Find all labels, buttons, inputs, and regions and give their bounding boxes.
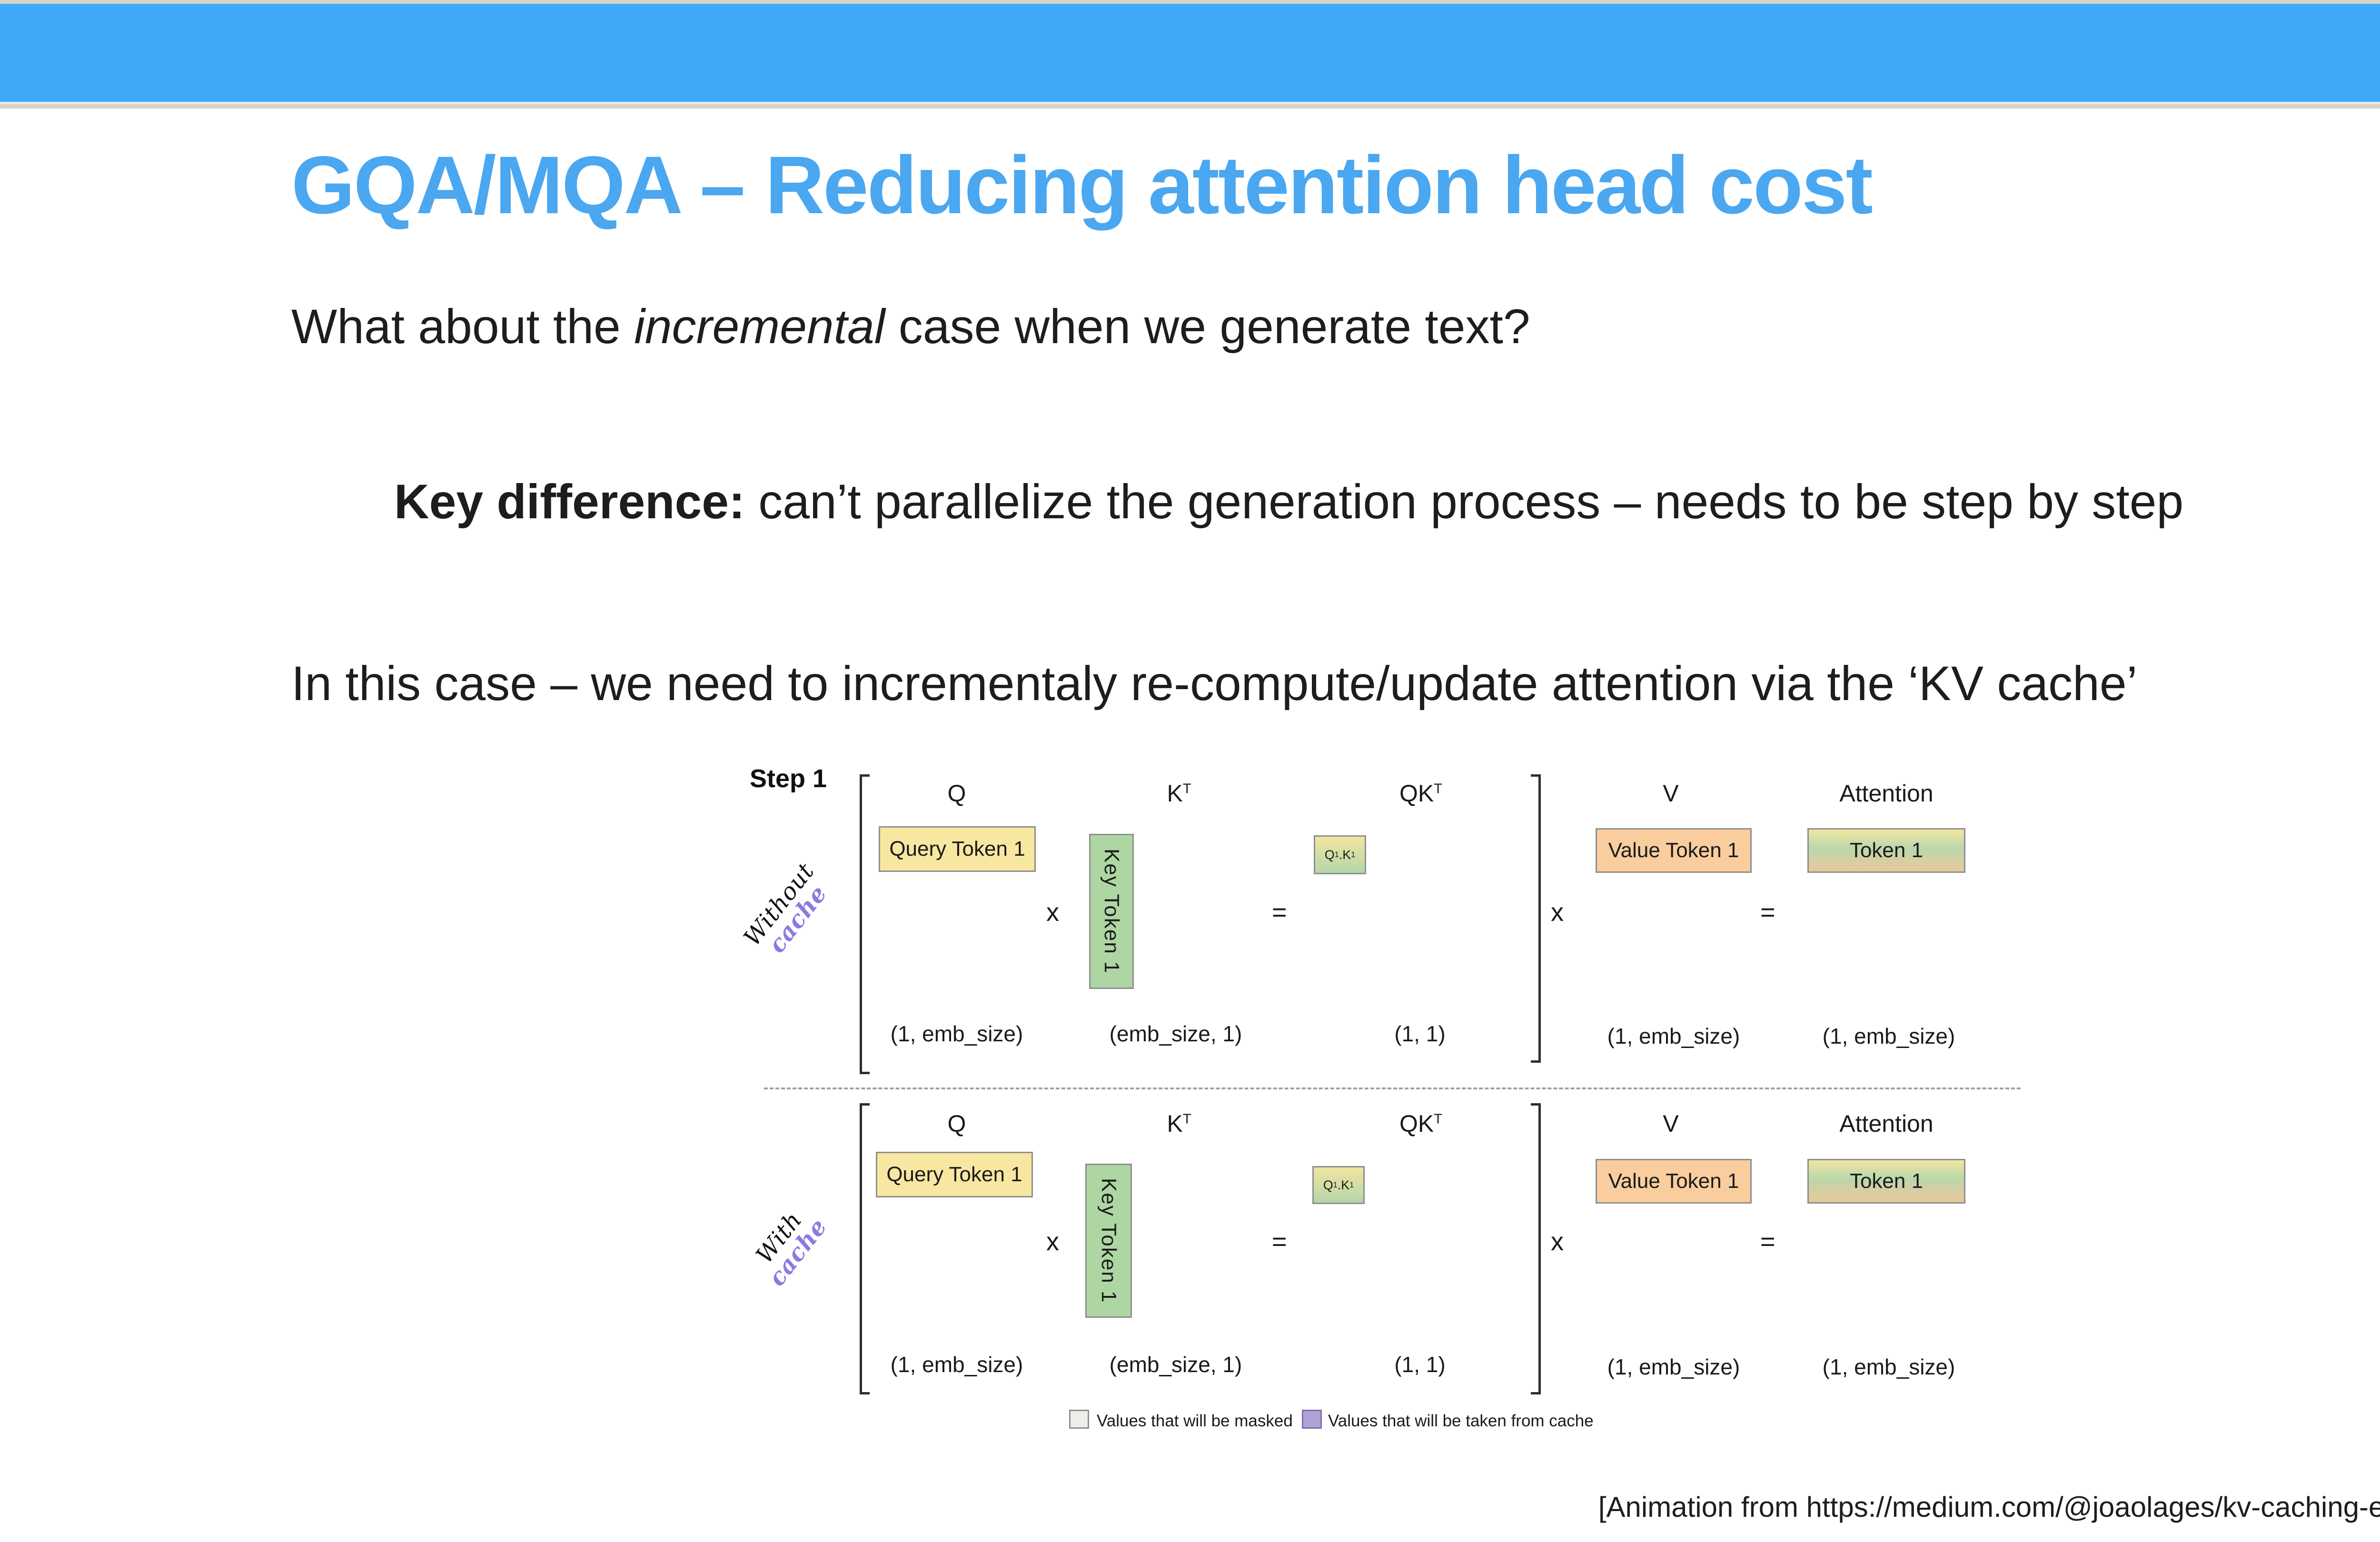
times-operator-2: x: [1551, 898, 1564, 927]
qk-s2: 1: [1351, 850, 1356, 859]
times-operator-2: x: [1551, 1227, 1564, 1256]
dim-attention: (1, emb_size): [1822, 1354, 1955, 1379]
attention-token-box: Token 1: [1807, 828, 1965, 873]
legend-label-masked: Values that will be masked: [1097, 1412, 1293, 1430]
kt-base: K: [1167, 780, 1183, 807]
v-column-label: V: [1663, 1110, 1679, 1137]
dim-v: (1, emb_size): [1607, 1354, 1740, 1379]
key-token-box: Key Token 1: [1085, 1164, 1132, 1318]
v-column-label: V: [1663, 780, 1679, 807]
legend-swatch-masked: [1069, 1410, 1089, 1429]
step-label: Step 1: [750, 764, 827, 793]
dim-v: (1, emb_size): [1607, 1024, 1740, 1048]
dim-qk: (1, 1): [1394, 1352, 1446, 1377]
qkt-column-label: QKT: [1373, 780, 1468, 807]
kt-base: K: [1167, 1110, 1183, 1137]
qkt-column-label: QKT: [1373, 1110, 1468, 1137]
key-token-label: Key Token 1: [1097, 1178, 1121, 1304]
legend-label-cache: Values that will be taken from cache: [1328, 1412, 1594, 1430]
right-bracket: [1531, 1103, 1541, 1394]
dim-qk: (1, 1): [1394, 1021, 1446, 1046]
times-operator: x: [1046, 1227, 1059, 1256]
kt-sup: T: [1182, 1111, 1191, 1127]
left-bracket: [860, 1103, 870, 1394]
value-token-box: Value Token 1: [1596, 1159, 1752, 1204]
dim-k: (emb_size, 1): [1109, 1021, 1242, 1046]
body-line-1-post: case when we generate text?: [885, 299, 1530, 354]
qk-result-box: Q 1 .K 1: [1312, 1166, 1365, 1204]
query-token-box: Query Token 1: [876, 1152, 1033, 1197]
value-token-box: Value Token 1: [1596, 828, 1752, 873]
kt-sup: T: [1182, 781, 1191, 797]
attention-column-label: Attention: [1839, 780, 1934, 807]
left-bracket: [860, 774, 870, 1074]
equals-operator: =: [1272, 898, 1287, 927]
attention-column-label: Attention: [1839, 1110, 1934, 1137]
equals-operator-2: =: [1760, 1227, 1775, 1256]
legend-swatch-cache: [1302, 1410, 1322, 1429]
dim-attention: (1, emb_size): [1822, 1024, 1955, 1048]
qk-s1: 1: [1334, 850, 1339, 859]
top-trim-strip: [0, 0, 2380, 4]
row-label-with-cache: With cache: [720, 1166, 899, 1355]
q-column-label: Q: [947, 780, 966, 807]
body-line-1: What about the incremental case when we …: [291, 299, 1530, 355]
q-column-label: Q: [947, 1110, 966, 1137]
qk-b2: .K: [1337, 1177, 1350, 1192]
qk-b1: Q: [1323, 1177, 1333, 1192]
qk-b2: .K: [1339, 847, 1351, 862]
qkt-sup: T: [1434, 781, 1442, 797]
qk-b1: Q: [1324, 847, 1335, 862]
page-title: GQA/MQA – Reducing attention head cost: [291, 139, 1873, 231]
times-operator: x: [1046, 898, 1059, 927]
body-line-2-bold: Key difference:: [394, 474, 745, 529]
body-line-2: Key difference: can’t parallelize the ge…: [394, 474, 2183, 530]
key-token-box: Key Token 1: [1089, 834, 1134, 989]
query-token-box: Query Token 1: [879, 826, 1036, 872]
right-bracket: [1531, 774, 1541, 1063]
header-bar: [0, 4, 2380, 102]
dim-k: (emb_size, 1): [1109, 1352, 1242, 1377]
body-line-3: In this case – we need to incrementaly r…: [291, 656, 2138, 711]
qk-s1: 1: [1333, 1180, 1338, 1189]
attention-token-box: Token 1: [1807, 1159, 1965, 1204]
kt-column-label: KT: [1131, 780, 1227, 807]
equals-operator-2: =: [1760, 898, 1775, 927]
equals-operator: =: [1272, 1227, 1287, 1256]
header-divider-beige: [0, 104, 2380, 109]
qk-s2: 1: [1349, 1180, 1354, 1189]
row-label-without-cache: Without cache: [720, 833, 899, 1022]
key-token-label: Key Token 1: [1100, 849, 1123, 974]
row-separator-dashed-line: [764, 1087, 2021, 1089]
dim-q: (1, emb_size): [890, 1352, 1023, 1377]
qkt-base: QK: [1399, 780, 1434, 807]
header-divider-light: [0, 102, 2380, 104]
body-line-1-pre: What about the: [291, 299, 635, 354]
qkt-sup: T: [1434, 1111, 1442, 1127]
body-line-2-rest: can’t parallelize the generation process…: [744, 474, 2184, 529]
kt-column-label: KT: [1131, 1110, 1227, 1137]
dim-q: (1, emb_size): [890, 1021, 1023, 1046]
attribution-text: [Animation from https://medium.com/@joao…: [1598, 1491, 2380, 1523]
qk-result-box: Q 1 .K 1: [1314, 835, 1366, 874]
qkt-base: QK: [1399, 1110, 1434, 1137]
body-line-1-italic: incremental: [634, 299, 885, 354]
